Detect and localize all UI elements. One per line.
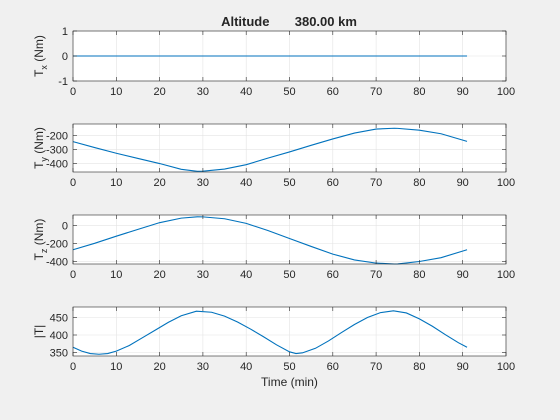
y-tick-label: -400 xyxy=(46,159,68,171)
x-tick-label: 50 xyxy=(283,86,295,98)
y-tick-label: 0 xyxy=(62,221,68,233)
y-axis-label: Tx (Nm) xyxy=(32,35,49,77)
x-tick-label: 50 xyxy=(283,269,295,281)
x-tick-label: 50 xyxy=(283,177,295,189)
x-tick-label: 20 xyxy=(153,361,165,373)
x-tick-label: 70 xyxy=(370,269,382,281)
x-tick-label: 50 xyxy=(283,361,295,373)
x-tick-label: 0 xyxy=(70,361,76,373)
x-tick-label: 30 xyxy=(197,86,209,98)
y-tick-label: -1 xyxy=(58,76,68,88)
y-tick-label: -200 xyxy=(46,239,68,251)
x-tick-label: 100 xyxy=(497,269,515,281)
x-tick-label: 20 xyxy=(153,269,165,281)
subplot-3: 0 10 20 30 40 50 60 70 80 90 100 -400 -200 0 Tz (Nm) xyxy=(32,214,515,281)
y-tick-label: -300 xyxy=(46,144,68,156)
series-line xyxy=(72,310,468,355)
x-tick-label: 20 xyxy=(153,177,165,189)
x-tick-label: 100 xyxy=(497,361,515,373)
series-line xyxy=(72,127,468,172)
y-tick-label: 1 xyxy=(62,26,68,38)
y-tick-label: 450 xyxy=(50,313,68,325)
x-tick-label: 40 xyxy=(240,361,252,373)
y-tick-label: -200 xyxy=(46,130,68,142)
y-axis-label: Ty (Nm) xyxy=(32,127,49,169)
y-tick-label: 350 xyxy=(50,348,68,360)
x-tick-label: 40 xyxy=(240,177,252,189)
y-tick-label: 400 xyxy=(50,330,68,342)
x-tick-label: 80 xyxy=(413,361,425,373)
x-tick-label: 70 xyxy=(370,86,382,98)
x-tick-label: 20 xyxy=(153,86,165,98)
figure-title: Altitude 380.00 km xyxy=(221,14,357,29)
x-tick-label: 30 xyxy=(197,361,209,373)
x-tick-label: 10 xyxy=(110,177,122,189)
x-tick-label: 90 xyxy=(457,361,469,373)
subplot-4: 0 10 20 30 40 50 60 70 80 90 100 350 400 450 |T| Time (… xyxy=(32,306,515,389)
x-tick-label: 80 xyxy=(413,86,425,98)
x-tick-label: 100 xyxy=(497,177,515,189)
x-tick-label: 0 xyxy=(70,86,76,98)
x-axis-label: Time (min) xyxy=(261,375,318,389)
x-tick-label: 30 xyxy=(197,269,209,281)
x-tick-label: 0 xyxy=(70,177,76,189)
x-tick-label: 70 xyxy=(370,361,382,373)
x-tick-label: 90 xyxy=(457,177,469,189)
x-tick-label: 40 xyxy=(240,86,252,98)
x-tick-label: 100 xyxy=(497,86,515,98)
x-tick-label: 60 xyxy=(327,361,339,373)
x-tick-label: 80 xyxy=(413,269,425,281)
y-axis-label: |T| xyxy=(32,325,46,339)
x-tick-label: 10 xyxy=(110,269,122,281)
x-tick-label: 30 xyxy=(197,177,209,189)
x-tick-label: 80 xyxy=(413,177,425,189)
x-tick-label: 10 xyxy=(110,361,122,373)
x-tick-label: 60 xyxy=(327,269,339,281)
x-tick-label: 90 xyxy=(457,269,469,281)
x-tick-label: 90 xyxy=(457,86,469,98)
x-tick-label: 10 xyxy=(110,86,122,98)
y-tick-label: 0 xyxy=(62,51,68,63)
x-tick-label: 40 xyxy=(240,269,252,281)
x-tick-label: 60 xyxy=(327,86,339,98)
x-tick-label: 0 xyxy=(70,269,76,281)
x-tick-label: 70 xyxy=(370,177,382,189)
y-axis-label: Tz (Nm) xyxy=(32,219,49,261)
y-tick-label: -400 xyxy=(46,256,68,268)
x-tick-label: 60 xyxy=(327,177,339,189)
